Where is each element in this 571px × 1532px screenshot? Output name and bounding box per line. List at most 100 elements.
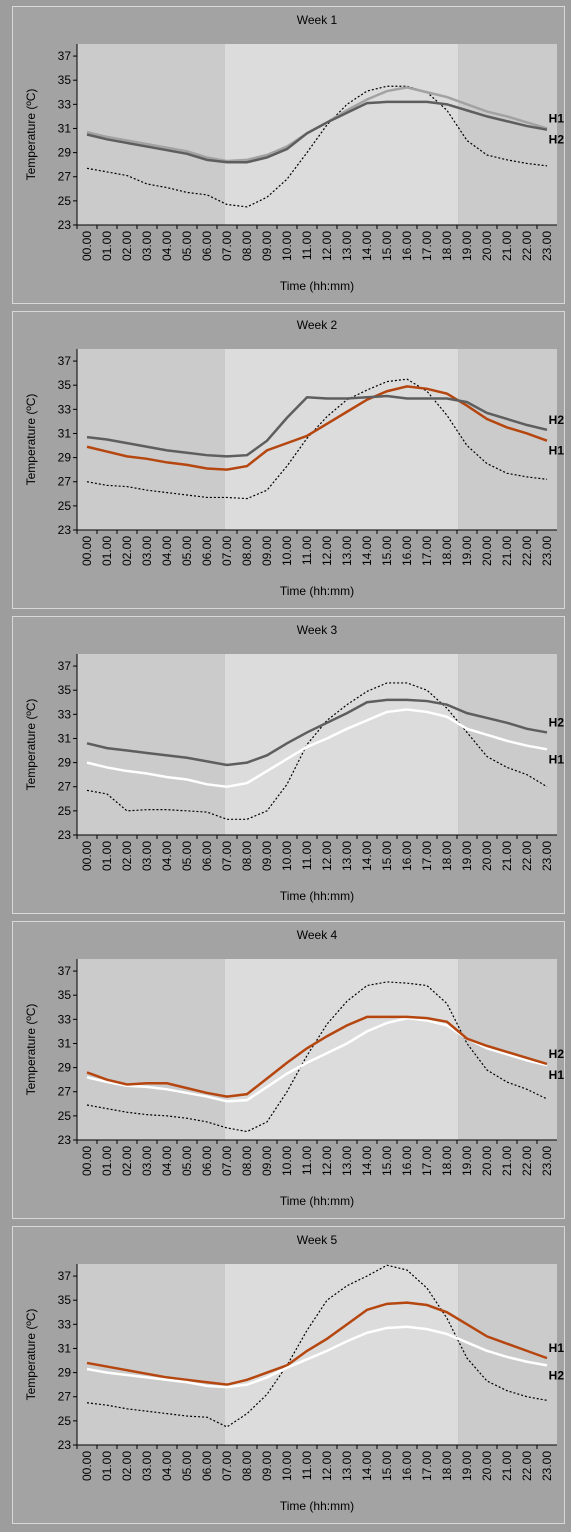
x-tick-label: 21.00 [500,1146,514,1176]
series-line [86,1325,548,1389]
x-tick-label: 03.00 [140,231,154,261]
x-tick-label: 20.00 [480,536,494,566]
plot-zone [224,959,459,1140]
series-label: H2 [549,413,564,427]
plot-zone [458,959,557,1140]
y-tick-label: 31 [58,731,72,745]
x-tick-label: 10.00 [280,1146,294,1176]
series-line [86,1264,548,1428]
x-tick-label: 04.00 [160,1451,174,1481]
y-tick-label: 27 [58,1085,72,1099]
x-tick-label: 03.00 [140,841,154,871]
chart-panel: Week 3 Temperature (ºC) Time (hh:mm) 23 25 27… [12,616,565,914]
x-tick-label: 04.00 [160,231,174,261]
x-tick-label: 18.00 [440,1146,454,1176]
x-tick-label: 07.00 [220,536,234,566]
series-label: H2 [549,1047,564,1061]
x-tick-label: 13.00 [340,536,354,566]
x-tick-label: 14.00 [360,1451,374,1481]
y-tick-label: 31 [58,121,72,135]
x-tick-label: 23.00 [540,231,554,261]
x-tick-label: 13.00 [340,231,354,261]
series-label: H1 [549,1341,564,1355]
plot-zone [458,654,557,835]
x-axis-label: Time (hh:mm) [280,584,354,598]
x-tick-label: 01.00 [100,231,114,261]
y-tick-label: 33 [58,1317,72,1331]
x-tick-label: 19.00 [460,1451,474,1481]
series-line [86,85,548,208]
x-tick-label: 16.00 [400,536,414,566]
chart-title: Week 4 [297,928,338,942]
x-tick-label: 23.00 [540,536,554,566]
plot-zone [224,349,459,530]
x-tick-label: 10.00 [280,536,294,566]
series-line [86,708,548,788]
x-tick-label: 06.00 [200,536,214,566]
series-line [86,981,548,1133]
x-tick-label: 12.00 [320,841,334,871]
plot-zone [224,44,459,225]
plot-zone [77,959,225,1140]
y-tick-label: 25 [58,1414,72,1428]
x-tick-label: 18.00 [440,231,454,261]
x-tick-label: 16.00 [400,231,414,261]
x-tick-label: 04.00 [160,841,174,871]
y-tick-label: 35 [58,683,72,697]
x-tick-label: 02.00 [120,841,134,871]
x-tick-label: 08.00 [240,231,254,261]
x-tick-label: 00.00 [80,231,94,261]
x-tick-label: 17.00 [420,841,434,871]
x-tick-label: 00.00 [80,536,94,566]
series-label: H2 [549,1368,564,1382]
x-tick-label: 17.00 [420,231,434,261]
y-tick-label: 37 [58,354,72,368]
series-line [86,698,548,767]
y-tick-label: 29 [58,756,72,770]
x-tick-label: 05.00 [180,1451,194,1481]
plot-zone [77,654,225,835]
x-tick-label: 06.00 [200,231,214,261]
x-tick-label: 22.00 [520,231,534,261]
plot-zone [224,1264,459,1445]
x-tick-label: 18.00 [440,841,454,871]
chart-title: Week 2 [297,318,338,332]
x-tick-label: 01.00 [100,841,114,871]
x-tick-label: 02.00 [120,1146,134,1176]
x-tick-label: 08.00 [240,1146,254,1176]
y-tick-label: 25 [58,1109,72,1123]
x-tick-label: 05.00 [180,1146,194,1176]
series-label: H2 [549,133,564,147]
series-label: H1 [549,111,564,125]
x-tick-label: 22.00 [520,841,534,871]
series-line [86,385,548,471]
x-axis-label: Time (hh:mm) [280,1194,354,1208]
x-tick-label: 09.00 [260,231,274,261]
y-tick-label: 25 [58,194,72,208]
x-tick-label: 16.00 [400,1451,414,1481]
x-tick-label: 00.00 [80,1146,94,1176]
x-tick-label: 12.00 [320,231,334,261]
y-tick-label: 35 [58,1293,72,1307]
x-tick-label: 16.00 [400,841,414,871]
x-tick-label: 17.00 [420,1146,434,1176]
x-tick-label: 09.00 [260,1451,274,1481]
x-tick-label: 11.00 [300,1146,314,1175]
y-tick-label: 31 [58,426,72,440]
x-tick-label: 03.00 [140,1451,154,1481]
y-tick-label: 27 [58,475,72,489]
chart: Week 2 Temperature (ºC) Time (hh:mm) 23 25 27… [24,318,564,598]
chart: Week 4 Temperature (ºC) Time (hh:mm) 23 25 27… [24,928,564,1208]
x-tick-label: 17.00 [420,536,434,566]
x-axis-label: Time (hh:mm) [280,1499,354,1513]
x-tick-label: 13.00 [340,1451,354,1481]
x-tick-label: 19.00 [460,1146,474,1176]
x-tick-label: 04.00 [160,536,174,566]
x-tick-label: 10.00 [280,231,294,261]
x-tick-label: 01.00 [100,536,114,566]
y-tick-label: 27 [58,170,72,184]
x-tick-label: 03.00 [140,1146,154,1176]
y-tick-label: 23 [58,1438,72,1452]
y-tick-label: 37 [58,1269,72,1283]
y-tick-label: 33 [58,1012,72,1026]
